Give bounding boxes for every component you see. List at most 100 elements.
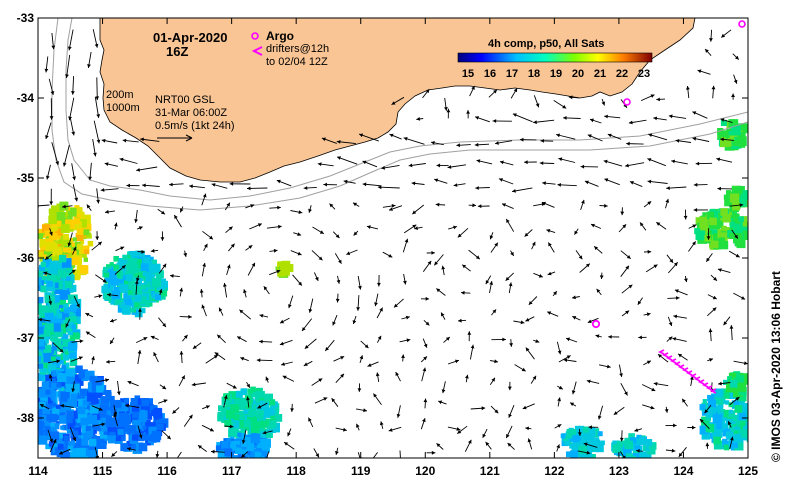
current-arrow-head (162, 385, 167, 390)
current-arrow-head (105, 209, 109, 214)
sst-pixel (65, 280, 73, 289)
sst-pixel (69, 238, 74, 243)
current-arrow (420, 296, 430, 301)
sst-pixel (96, 385, 104, 393)
current-arrow (172, 407, 180, 414)
current-arrow-head (646, 312, 651, 317)
current-arrow (461, 264, 471, 272)
current-arrow-head (97, 241, 102, 246)
lon-tick-label: 115 (93, 464, 113, 478)
current-arrow (119, 157, 138, 164)
current-arrow (158, 317, 167, 328)
current-arrow-head (741, 296, 746, 300)
current-arrow (95, 378, 110, 383)
current-arrow-head (601, 101, 606, 106)
sst-pixel (263, 428, 273, 438)
current-arrow (720, 137, 734, 142)
sst-pixel (85, 403, 91, 410)
current-arrow (716, 157, 733, 163)
sst-pixel (75, 233, 84, 242)
current-arrow-head (228, 226, 233, 231)
current-arrow (733, 360, 748, 365)
current-arrow-head (352, 320, 357, 324)
lon-tick-label: 122 (544, 464, 564, 478)
sst-pixel (44, 418, 51, 424)
lat-tick-label: -38 (17, 411, 35, 425)
current-arrow-head (712, 307, 717, 312)
current-arrow-head (188, 414, 193, 419)
current-arrow (265, 376, 270, 383)
sst-pixel (121, 305, 131, 315)
current-arrow (666, 336, 673, 342)
current-arrow-head (49, 116, 54, 120)
current-arrow-head (241, 440, 246, 444)
current-arrow (67, 232, 73, 247)
current-arrow (246, 381, 251, 389)
current-arrow-head (113, 413, 117, 418)
current-arrow (94, 96, 101, 118)
sst-pixel (87, 392, 97, 402)
sst-pixel (38, 349, 48, 359)
current-arrow-head (357, 388, 362, 392)
current-arrow (707, 294, 717, 300)
current-arrow-head (100, 188, 105, 192)
current-arrow (279, 317, 290, 324)
sst-pixel (60, 224, 70, 233)
current-arrow (136, 166, 158, 172)
sst-pixel (269, 399, 276, 406)
current-arrow (403, 224, 417, 234)
sst-pixel (48, 413, 58, 423)
current-arrow (673, 314, 687, 319)
current-arrow (48, 359, 61, 364)
current-arrow (525, 426, 532, 431)
current-arrow (95, 77, 100, 101)
current-arrow (263, 285, 270, 295)
current-arrow (158, 399, 168, 404)
current-arrow (91, 356, 95, 365)
current-arrow-head (647, 158, 652, 162)
current-arrow (375, 372, 380, 382)
current-arrow-head (405, 315, 410, 320)
current-arrow (308, 298, 314, 313)
current-arrow (49, 228, 53, 236)
sst-pixel (59, 290, 69, 300)
current-arrow (621, 310, 630, 317)
sst-pixel (217, 412, 227, 422)
current-arrow (38, 317, 51, 322)
drifter-chevron (661, 352, 669, 358)
sst-pixel (720, 138, 729, 148)
sst-pixel (582, 454, 588, 458)
current-arrow (161, 430, 172, 440)
current-arrow (638, 335, 647, 340)
current-arrow-head (547, 311, 552, 315)
sst-pixel (59, 359, 64, 365)
sst-pixel (712, 233, 722, 242)
sst-pixel (49, 261, 54, 266)
sst-pixel (702, 212, 707, 217)
sst-pixel (135, 250, 145, 261)
sst-pixel (126, 265, 136, 274)
lat-tick-label: -34 (17, 91, 35, 105)
current-arrow (608, 335, 620, 339)
drifter-legend-line1: drifters@12h (266, 43, 329, 55)
current-arrow (179, 350, 184, 364)
current-arrow-head (331, 398, 336, 403)
current-arrow (239, 309, 251, 320)
current-arrow-head (586, 450, 591, 455)
sst-pixel (61, 402, 72, 412)
sst-pixel (104, 272, 110, 278)
sst-pixel (718, 237, 725, 244)
sst-pixel (73, 410, 82, 419)
current-arrow (443, 336, 451, 343)
current-arrow (693, 182, 708, 187)
current-arrow-head (346, 251, 351, 255)
sst-pixel (269, 420, 277, 428)
current-arrow (618, 364, 623, 378)
current-arrow-head (699, 419, 704, 423)
sst-pixel (44, 312, 54, 322)
sst-pixel (132, 434, 139, 441)
sst-pixel (730, 125, 741, 136)
current-arrow (642, 384, 656, 392)
current-arrow (723, 316, 731, 326)
